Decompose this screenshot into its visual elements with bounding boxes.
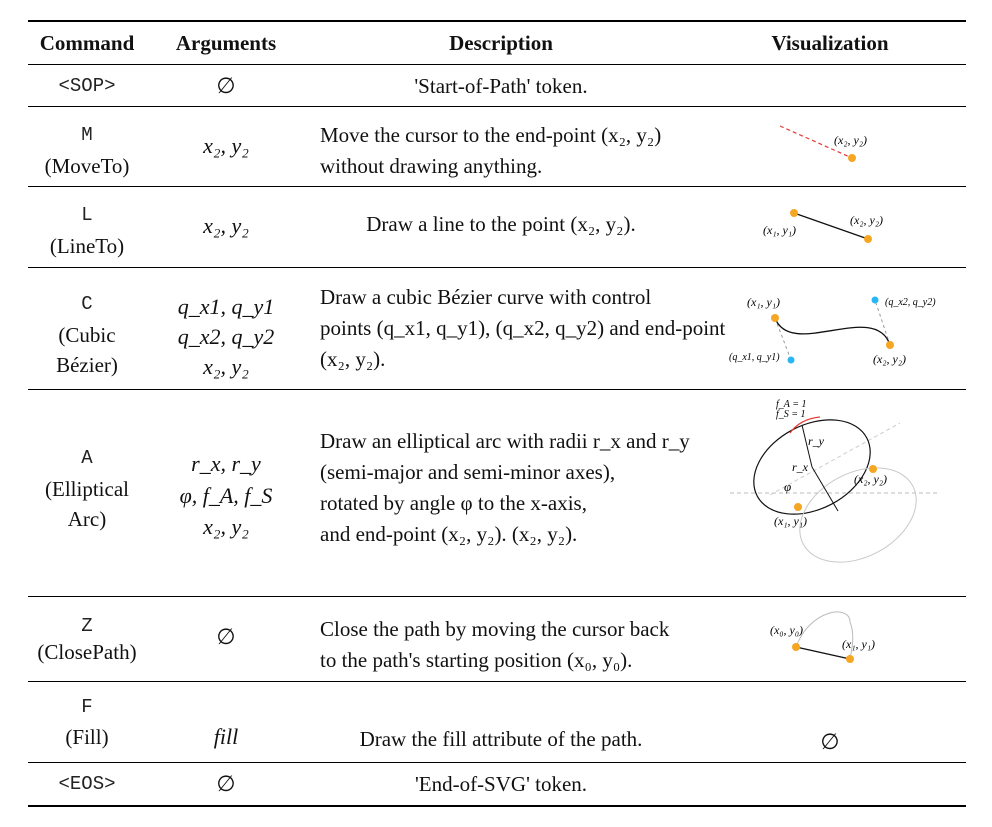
command-a: A [28,443,146,473]
row-rule [28,596,966,597]
elliptical-arc-visualization: f_A = 1 f_S = 1 r_y r_x φ (x₂, y₂) (x₁, … [720,395,950,565]
fill-visualization-empty: ∅ [740,727,920,757]
lineto-start-label: (x₁, y₁) [763,223,796,237]
args-a-line3: x₂, y₂ [158,512,294,542]
row-rule [28,106,966,107]
start-point [790,209,798,217]
cubic-q1-label: (q_x1, q_y1) [729,352,780,363]
description-a-line1: Draw an elliptical arc with radii r_x an… [320,426,730,457]
command-name-lineto: (LineTo) [28,231,146,261]
command-m: M [28,120,146,150]
args-a-line2: φ, f_A, f_S [158,481,294,511]
arc-phi-label: φ [784,479,791,494]
args-c-line1: q_x1, q_y1 [158,292,294,322]
args-a-line1: r_x, r_y [158,449,294,479]
description-c-line1: Draw a cubic Bézier curve with control [320,282,730,313]
description-a-line2: (semi-major and semi-minor axes), [320,457,730,488]
start-point [794,503,802,511]
description-z-line2: to the path's starting position (x₀, y₀)… [320,645,730,676]
args-empty-set: ∅ [158,769,294,799]
arc-start-label: (x₁, y₁) [774,514,807,528]
command-name-bezier: Bézier) [28,350,146,380]
closepath-visualization: (x₀, y₀) (x₁, y₁) [760,604,910,674]
row-rule [28,762,966,763]
lineto-end-label: (x₂, y₂) [850,213,883,227]
args-empty-set: ∅ [158,71,294,101]
cubic-end-label: (x₂, y₂) [873,352,906,366]
bottom-rule [28,805,966,807]
end-point [886,341,894,349]
header-visualization: Visualization [740,28,920,58]
row-rule [28,681,966,682]
header-command: Command [28,28,146,58]
args-l: x₂, y₂ [158,211,294,241]
start-point [792,643,800,651]
cubic-bezier-visualization: (x₁, y₁) (q_x2, q_y2) (q_x1, q_y1) (x₂, … [725,290,955,380]
args-c-line2: q_x2, q_y2 [158,322,294,352]
command-name-moveto: (MoveTo) [28,151,146,181]
arc-end-label: (x₂, y₂) [854,472,887,486]
command-name-arc: Arc) [28,504,146,534]
end-point [846,655,854,663]
bezier-curve [775,318,890,345]
description-m-line1: Move the cursor to the end-point (x₂, y₂… [320,120,730,151]
end-point [864,235,872,243]
header-arguments: Arguments [158,28,294,58]
command-name-fill: (Fill) [28,722,146,752]
arc-ry-label: r_y [808,434,825,448]
command-name-elliptical: (Elliptical [28,474,146,504]
end-point [848,154,856,162]
args-empty-set: ∅ [158,622,294,652]
header-description: Description [320,28,682,58]
description-f: Draw the fill attribute of the path. [320,724,682,755]
lineto-visualization: (x₁, y₁) (x₂, y₂) [760,200,910,250]
description-l: Draw a line to the point (x₂, y₂). [320,209,682,240]
rx-axis [812,467,838,511]
command-sop: <SOP> [28,71,146,101]
cubic-q2-label: (q_x2, q_y2) [885,297,936,308]
description-eos: 'End-of-SVG' token. [320,769,682,800]
prior-path [796,612,853,659]
moveto-visualization: (x₂, y₂) [770,118,890,168]
command-name-cubic: (Cubic [28,320,146,350]
row-rule [28,389,966,390]
close-start-label: (x₀, y₀) [770,623,803,637]
header-rule [28,64,966,65]
description-sop: 'Start-of-Path' token. [320,71,682,102]
args-fill: fill [158,722,294,752]
top-rule [28,20,966,22]
command-c: C [28,289,146,319]
start-point [771,314,779,322]
description-c-line3: (x₂, y₂). [320,344,730,375]
command-eos: <EOS> [28,769,146,799]
arc-fs-label: f_S = 1 [776,409,806,420]
close-end-label: (x₁, y₁) [842,637,875,651]
command-l: L [28,200,146,230]
description-a-line4: and end-point (x₂, y₂). (x₂, y₂). [320,519,730,550]
description-z-line1: Close the path by moving the cursor back [320,614,730,645]
row-rule [28,186,966,187]
cubic-start-label: (x₁, y₁) [747,295,780,309]
description-m-line2: without drawing anything. [320,151,730,182]
control-point-1 [788,357,795,364]
command-name-closepath: (ClosePath) [28,637,146,667]
args-m: x₂, y₂ [158,131,294,161]
description-c-line2: points (q_x1, q_y1), (q_x2, q_y2) and en… [320,313,730,344]
command-f: F [28,692,146,722]
args-c-line3: x₂, y₂ [158,352,294,382]
control-point-2 [872,297,879,304]
row-rule [28,267,966,268]
moveto-end-label: (x₂, y₂) [834,133,867,147]
arc-rx-label: r_x [792,460,809,474]
description-a-line3: rotated by angle φ to the x-axis, [320,488,730,519]
